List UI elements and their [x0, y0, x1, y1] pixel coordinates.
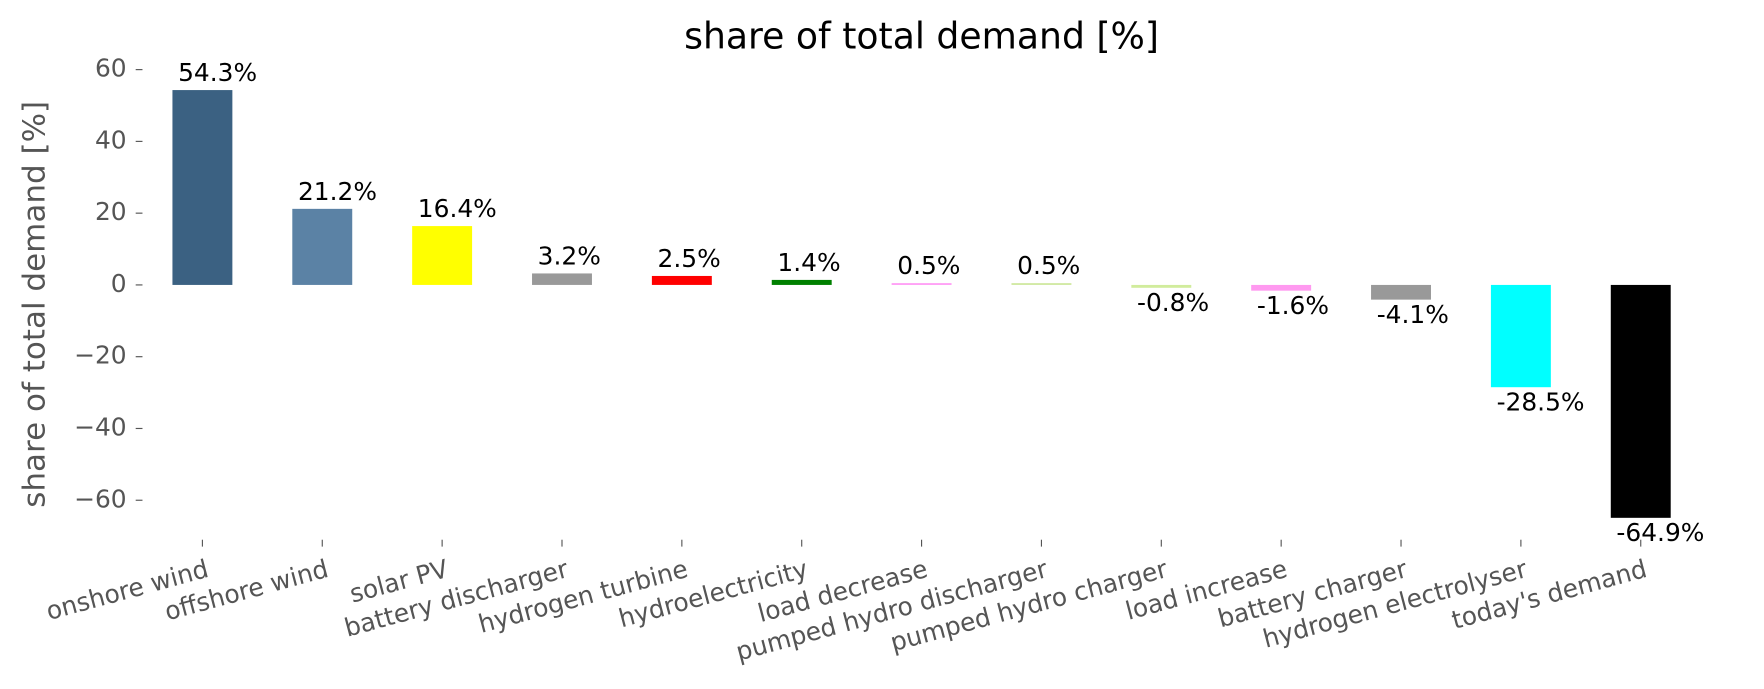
- bar: [1131, 284, 1192, 288]
- bar: [292, 208, 353, 285]
- value-label: -0.8%: [1137, 288, 1209, 317]
- bar: [1011, 283, 1072, 285]
- y-tick-label: 20: [95, 197, 127, 226]
- value-label: 1.4%: [777, 248, 840, 277]
- bar: [891, 283, 952, 285]
- chart-title: share of total demand [%]: [684, 14, 1159, 57]
- y-axis-label: share of total demand [%]: [17, 101, 53, 508]
- value-label: -64.9%: [1616, 518, 1704, 547]
- y-tick-label: −40: [74, 412, 126, 441]
- value-label: 0.5%: [1017, 251, 1080, 280]
- value-label: 54.3%: [178, 58, 257, 87]
- bar: [1251, 284, 1312, 291]
- value-label: -4.1%: [1377, 300, 1449, 329]
- bar: [771, 279, 832, 285]
- bar: [1490, 284, 1551, 388]
- value-label: -1.6%: [1257, 291, 1329, 320]
- bar: [651, 275, 712, 285]
- value-label: 2.5%: [658, 244, 721, 273]
- value-label: -28.5%: [1497, 387, 1585, 416]
- value-label: 3.2%: [538, 241, 601, 270]
- bar: [412, 226, 473, 285]
- y-tick-label: −60: [74, 484, 126, 513]
- bar: [1610, 284, 1671, 518]
- y-tick-label: 0: [111, 269, 127, 298]
- value-label: 16.4%: [418, 194, 497, 223]
- bar: [172, 90, 233, 285]
- value-label: 21.2%: [298, 177, 377, 206]
- y-tick-label: 60: [95, 53, 127, 82]
- y-tick-label: 40: [95, 125, 127, 154]
- y-tick-label: −20: [74, 341, 126, 370]
- value-label: 0.5%: [897, 251, 960, 280]
- bar: [532, 273, 592, 285]
- bar: [1371, 284, 1431, 300]
